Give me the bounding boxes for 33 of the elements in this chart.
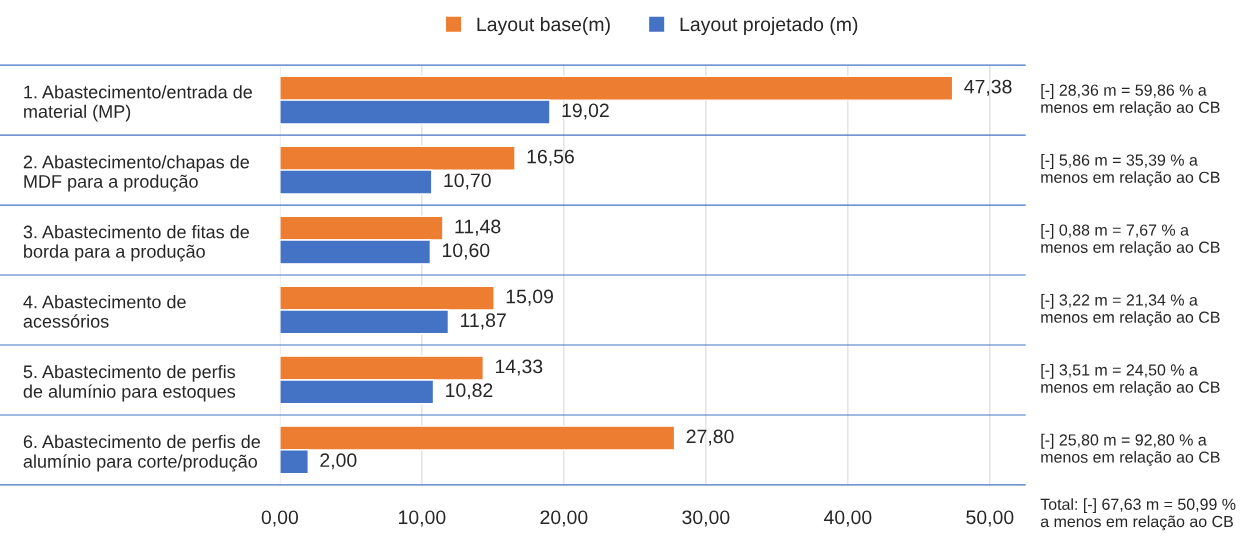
x-tick-label: 30,00	[682, 510, 730, 527]
y-tick-label: 3. Abastecimento de fitas de borda para a produção	[23, 225, 249, 262]
data-label: 14,33	[495, 359, 543, 376]
text: [-] 3,51 m = 24,50 % a menos em relação ao CB	[1041, 363, 1220, 397]
data-label: 19,02	[562, 103, 609, 120]
data-label: 16,56	[527, 149, 574, 166]
y-tick-label: 5. Abastecimento de perfis de alumínio para estoques	[23, 364, 236, 402]
data-label: 47,38	[964, 79, 1012, 96]
data-label: 10,70	[444, 173, 491, 190]
x-tick-label: 0,00	[261, 510, 299, 527]
legend-label: Layout projetado (m)	[680, 16, 858, 36]
y-tick-label: 1. Abastecimento/entrada de material (MP)	[24, 85, 252, 122]
legend-label: Layout base(m)	[477, 16, 610, 36]
text: [-] 5,86 m = 35,39 % a menos em relação ao CB	[1041, 154, 1220, 187]
y-tick-label: 4. Abastecimento de acessórios	[23, 295, 186, 328]
y-tick-label: 2. Abastecimento/chapas de MDF para a produção	[23, 155, 249, 192]
data-label: 27,80	[686, 429, 734, 446]
text: [-] 3,22 m = 21,34 % a menos em relação ao CB	[1041, 293, 1220, 327]
data-label: 10,82	[446, 383, 493, 400]
x-tick-label: 50,00	[966, 510, 1014, 527]
x-tick-label: 20,00	[540, 510, 588, 527]
data-label: 10,60	[442, 243, 490, 260]
text: [-] 25,80 m = 92,80 % a menos em relação ao CB	[1041, 433, 1220, 466]
data-label: 15,09	[506, 289, 553, 306]
y-tick-label: 6. Abastecimento de perfis de alumínio para corte/produção	[23, 434, 260, 472]
x-tick-label: 40,00	[823, 510, 872, 527]
text: [-] 0,88 m = 7,67 % a menos em relação ao CB	[1041, 223, 1220, 257]
data-label: 2,00	[320, 453, 357, 470]
text: Total: [-] 67,63 m = 50,99 % a menos em relação ao CB	[1040, 498, 1236, 531]
text: [-] 28,36 m = 59,86 % a menos em relação ao CB	[1041, 84, 1220, 117]
data-label: 11,87	[461, 313, 506, 330]
data-label: 11,48	[455, 219, 501, 236]
x-tick-label: 10,00	[399, 510, 446, 527]
